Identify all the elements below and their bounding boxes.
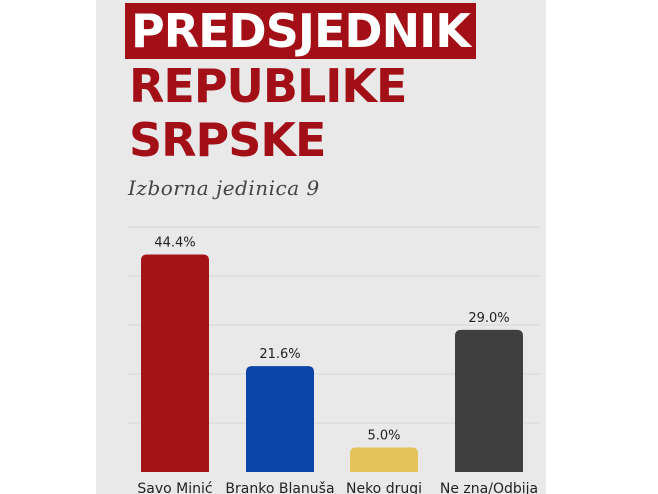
value-label-2: 5.0%: [367, 429, 400, 444]
title-line-2: REPUBLIKE: [129, 59, 407, 113]
value-label-0: 44.4%: [154, 235, 195, 250]
bar-2: [350, 447, 418, 472]
title-line-1: PREDSJEDNIK: [125, 3, 476, 59]
category-label-1: Branko Blanuša: [225, 481, 334, 494]
category-label-2: Neko drugi: [346, 481, 422, 494]
value-label-3: 29.0%: [468, 311, 509, 326]
category-label-0: Savo Minić: [137, 481, 212, 494]
category-label-3: Ne zna/Odbija: [440, 481, 538, 494]
title-line-3: SRPSKE: [129, 113, 326, 167]
chart-subtitle: Izborna jedinica 9: [128, 176, 320, 200]
bar-0: [141, 254, 209, 472]
bar-3: [455, 329, 523, 472]
bar-1: [246, 366, 314, 472]
value-label-1: 21.6%: [259, 347, 300, 362]
